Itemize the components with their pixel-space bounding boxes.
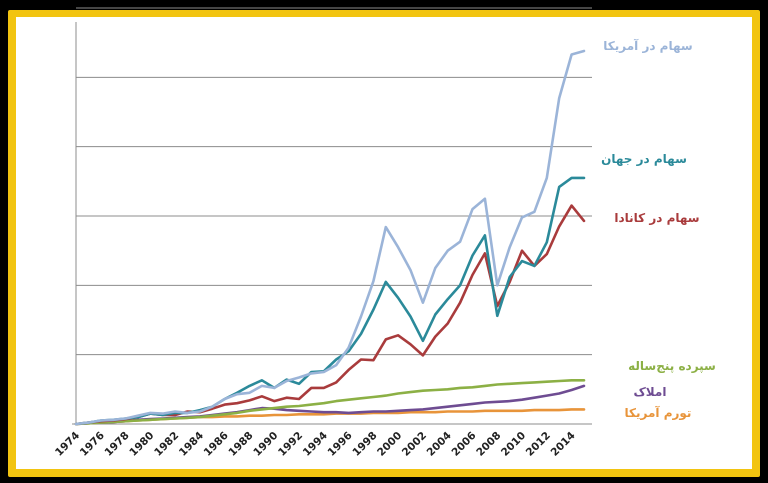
x-tick-1998: 1998 [350, 430, 379, 459]
series-label-5: املاک [634, 385, 667, 399]
x-tick-2004: 2004 [425, 430, 454, 459]
x-tick-1984: 1984 [177, 430, 206, 459]
series-label-1: سهام در آمریکا [603, 38, 692, 54]
axes [72, 22, 592, 425]
x-tick-2014: 2014 [549, 430, 578, 459]
series-label-2: سهام در جهان [601, 152, 687, 167]
x-tick-labels: 1974197619781980198219841986198819901992… [53, 430, 578, 459]
x-tick-1996: 1996 [326, 430, 355, 459]
x-tick-2006: 2006 [449, 430, 478, 459]
x-tick-1978: 1978 [103, 430, 132, 459]
x-tick-2000: 2000 [375, 430, 404, 459]
x-tick-1976: 1976 [78, 430, 107, 459]
series-label-4: سپرده پنج‌ساله [628, 359, 716, 373]
gridlines [76, 7, 592, 356]
x-tick-1982: 1982 [152, 430, 181, 459]
x-tick-2002: 2002 [400, 430, 429, 459]
x-tick-1974: 1974 [53, 430, 82, 459]
series-line-3 [74, 204, 586, 426]
x-tick-1992: 1992 [276, 430, 305, 459]
x-tick-1980: 1980 [127, 430, 156, 459]
x-tick-1990: 1990 [251, 430, 280, 459]
chart-panel [16, 17, 752, 469]
x-tick-1988: 1988 [226, 430, 255, 459]
series-line-5 [74, 384, 586, 426]
x-tick-2012: 2012 [524, 430, 553, 459]
x-tick-2010: 2010 [499, 430, 528, 459]
series-line-1 [74, 49, 586, 426]
series-labels: سهام در آمریکا سهام در جهان سهام در کانادا… [601, 38, 716, 421]
x-tick-2008: 2008 [474, 430, 503, 459]
x-tick-1986: 1986 [202, 430, 231, 459]
x-tick-1994: 1994 [301, 430, 330, 459]
series-line-2 [74, 176, 586, 426]
series-lines [74, 49, 586, 426]
series-label-3: سهام در کانادا [614, 211, 699, 226]
series-label-6: تورم آمریکا [625, 405, 692, 421]
series-line-4 [74, 378, 586, 426]
